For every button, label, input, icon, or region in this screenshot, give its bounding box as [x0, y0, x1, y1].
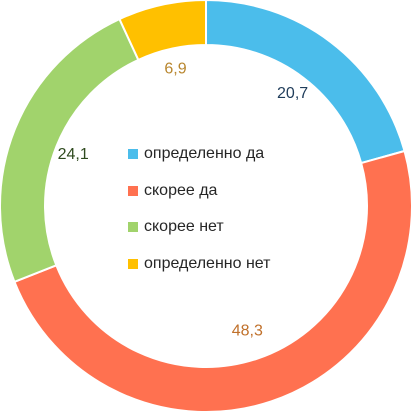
legend-swatch	[128, 258, 138, 269]
data-label: 48,3	[232, 322, 263, 339]
legend-swatch	[128, 185, 138, 196]
legend-item-opredelenno-net: определенно нет	[128, 246, 271, 283]
legend: определенно да скорее да скорее нет опре…	[128, 136, 271, 282]
data-label: 6,9	[164, 60, 186, 77]
legend-label: определенно нет	[144, 254, 271, 272]
legend-label: скорее нет	[144, 218, 224, 236]
legend-item-skoree-net: скорее нет	[128, 209, 271, 246]
legend-label: скорее да	[144, 181, 218, 199]
data-label: 24,1	[58, 146, 89, 163]
donut-slice	[13, 149, 413, 412]
legend-label: определенно да	[144, 145, 265, 163]
legend-item-opredelenno-da: определенно да	[128, 136, 271, 173]
data-label: 20,7	[277, 85, 308, 102]
legend-swatch	[128, 149, 138, 160]
legend-item-skoree-da: скорее да	[128, 173, 271, 210]
donut-slice	[118, 0, 207, 62]
data-labels-group: 20,7 48,3 24,1 6,9	[58, 60, 309, 339]
legend-swatch	[128, 222, 138, 233]
